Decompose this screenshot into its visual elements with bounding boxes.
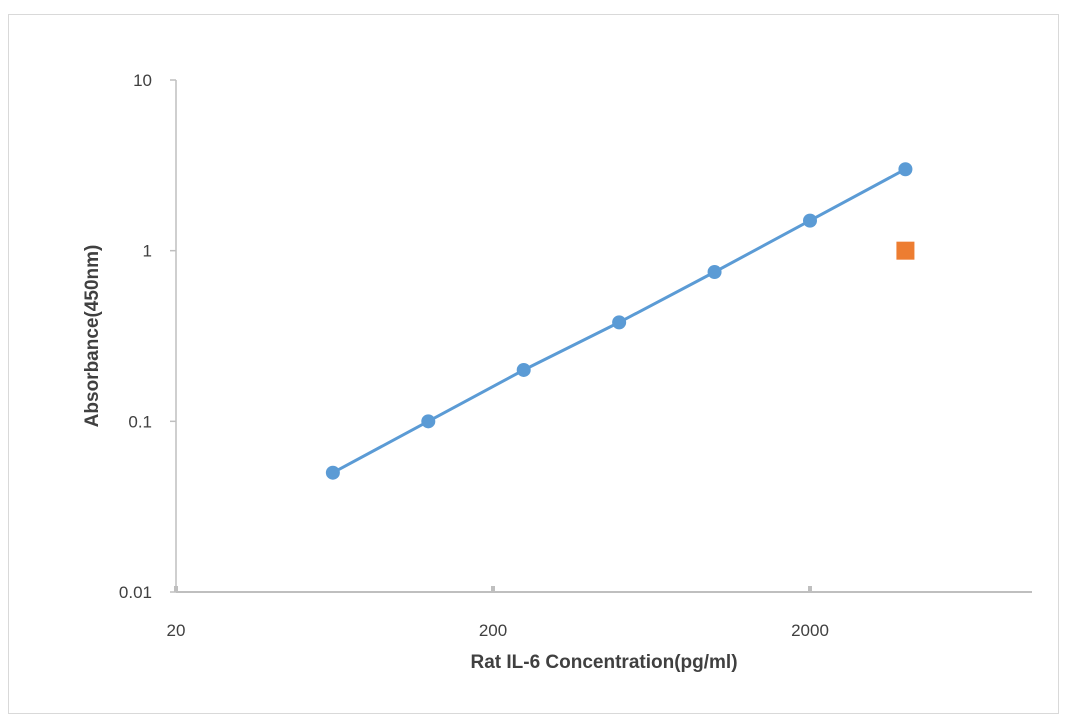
x-tick-label: 2000 — [791, 621, 829, 640]
series-layer — [325, 162, 915, 480]
series-1 — [325, 162, 913, 480]
x-axis: 20 200 2000 — [167, 586, 1032, 640]
data-point — [803, 213, 817, 228]
data-point — [896, 241, 915, 260]
x-tick-label: 200 — [479, 621, 507, 640]
y-axis: 0.01 0.1 1 10 — [119, 71, 177, 602]
x-tick-label: 20 — [167, 621, 186, 640]
data-point — [421, 414, 436, 429]
x-axis-title: Rat IL-6 Concentration(pg/ml) — [470, 652, 737, 673]
y-tick-label: 0.01 — [119, 583, 152, 602]
data-point — [612, 315, 627, 330]
data-point — [707, 264, 722, 279]
y-axis-title: Absorbance(450nm) — [82, 245, 103, 428]
y-tick-label: 0.1 — [128, 412, 152, 431]
y-tick-label: 10 — [133, 71, 152, 90]
data-point — [325, 465, 340, 480]
data-point — [516, 362, 531, 377]
data-point — [898, 162, 913, 177]
y-tick-label: 1 — [143, 242, 152, 261]
series-2 — [896, 241, 915, 260]
